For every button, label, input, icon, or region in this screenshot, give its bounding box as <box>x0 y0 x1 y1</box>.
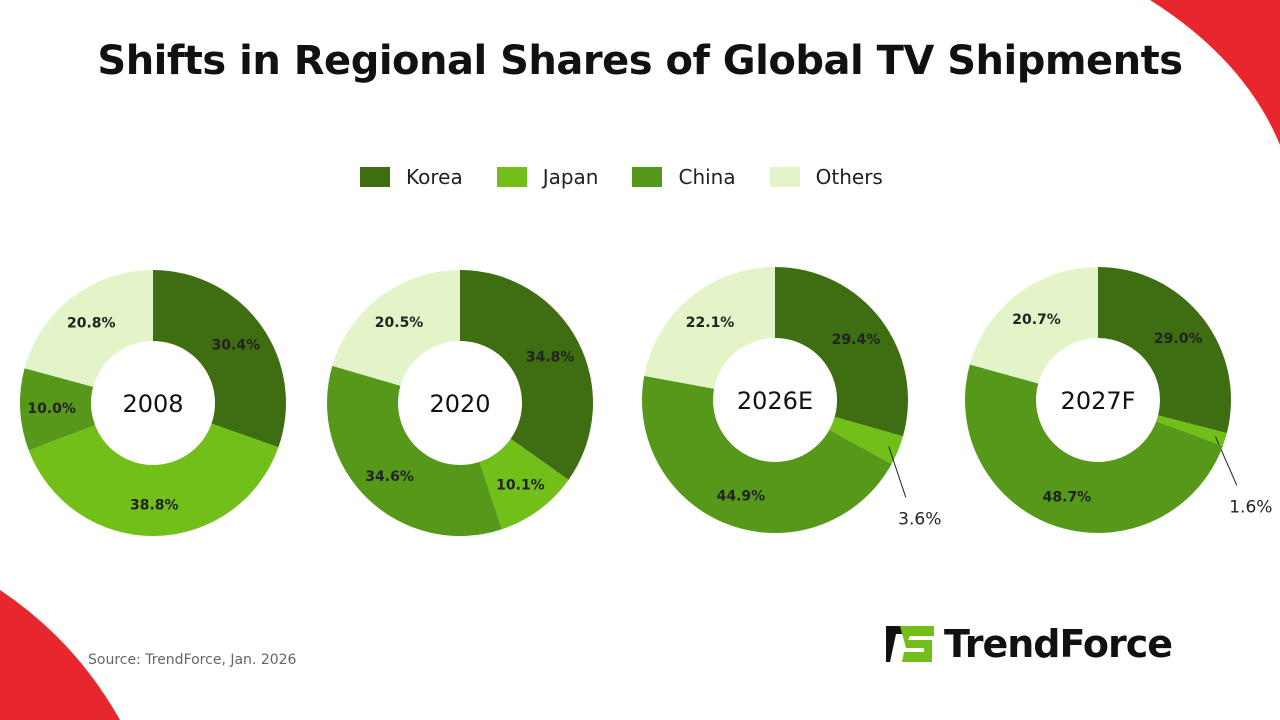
data-label: 38.8% <box>130 497 179 513</box>
donut-slice-korea <box>153 270 287 448</box>
donut-slice-japan <box>479 438 569 530</box>
data-label: 1.6% <box>1229 497 1272 517</box>
chart-title: Shifts in Regional Shares of Global TV S… <box>97 38 1183 84</box>
donut-slice-japan <box>28 423 279 536</box>
donut-slice-japan <box>1156 415 1227 446</box>
donut-slice-others <box>24 270 153 387</box>
legend-label: Others <box>815 165 883 189</box>
donut-slice-others <box>644 267 775 389</box>
donut-slice-others <box>332 270 460 386</box>
donut-slice-japan <box>829 416 903 465</box>
legend-label: China <box>678 165 736 189</box>
red-corner-top-right <box>1150 0 1280 145</box>
legend: Korea Japan China Others <box>360 165 917 189</box>
donut-slice-korea <box>460 270 593 480</box>
source-note: Source: TrendForce, Jan. 2026 <box>88 652 297 668</box>
donut-slice-korea <box>1098 267 1231 434</box>
data-label: 3.6% <box>898 509 941 529</box>
donut-center-label: 2026E <box>737 387 813 415</box>
donut-slice-china <box>642 375 892 533</box>
data-label: 34.6% <box>365 469 414 485</box>
logo-text: TrendForce <box>944 622 1173 666</box>
data-label: 29.0% <box>1154 331 1203 347</box>
data-label: 34.8% <box>526 349 575 365</box>
legend-item-japan: Japan <box>496 165 599 189</box>
legend-item-others: Others <box>769 165 883 189</box>
data-label: 10.0% <box>27 401 76 417</box>
legend-label: Korea <box>406 165 463 189</box>
donut-slice-others <box>969 267 1098 384</box>
donut-center-label: 2027F <box>1061 387 1136 415</box>
trendforce-logo: TrendForce <box>886 622 1173 666</box>
data-label: 20.8% <box>67 315 116 331</box>
legend-item-china: China <box>632 165 736 189</box>
donut-slice-china <box>19 368 96 451</box>
donut-center-label: 2008 <box>122 390 183 418</box>
donut-slice-china <box>326 365 502 537</box>
leader-line <box>888 446 907 498</box>
legend-item-korea: Korea <box>360 165 463 189</box>
legend-swatch <box>360 167 390 187</box>
data-label: 30.4% <box>212 337 261 353</box>
red-corner-bottom-left <box>0 590 120 720</box>
legend-swatch <box>496 167 527 187</box>
leader-line <box>1214 436 1238 486</box>
donut-center-label: 2020 <box>429 390 490 418</box>
legend-swatch <box>769 167 800 187</box>
data-label: 44.9% <box>717 489 766 505</box>
data-label: 20.7% <box>1012 312 1061 328</box>
data-label: 29.4% <box>832 332 881 348</box>
donut-slice-korea <box>775 267 908 437</box>
data-label: 10.1% <box>496 478 545 494</box>
donut-slice-china <box>965 364 1223 533</box>
data-label: 48.7% <box>1043 490 1092 506</box>
data-label: 22.1% <box>686 315 735 331</box>
data-label: 20.5% <box>375 315 424 331</box>
legend-swatch <box>632 167 663 187</box>
legend-label: Japan <box>542 165 599 189</box>
trendforce-logo-icon <box>886 626 934 662</box>
